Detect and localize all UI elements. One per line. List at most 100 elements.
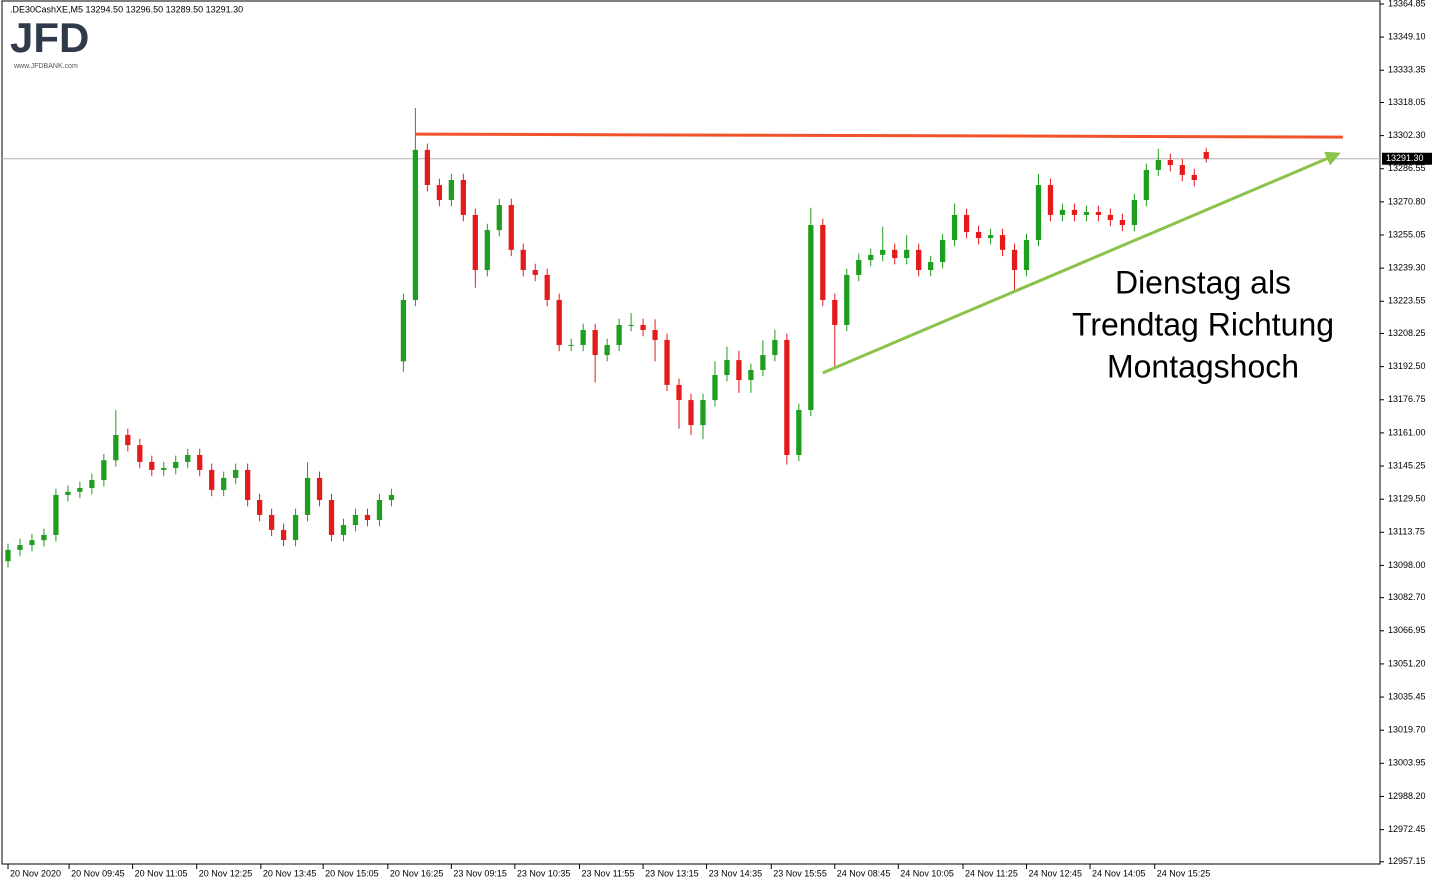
candle-body [640, 324, 646, 331]
candle-body [53, 494, 59, 535]
candle-body [233, 469, 239, 478]
y-tick-label: 13223.55 [1388, 296, 1426, 306]
x-tick-label: 20 Nov 2020 [10, 868, 61, 878]
candle-body [1131, 199, 1137, 226]
candle-body [880, 249, 886, 255]
candle-body [436, 185, 443, 200]
candle-body [113, 434, 119, 461]
y-tick-label: 13239.30 [1388, 263, 1426, 273]
candle-body [185, 454, 191, 462]
candle-body [484, 230, 490, 271]
y-tick-label: 12972.45 [1388, 824, 1426, 834]
candle-body [1023, 239, 1030, 271]
candle-body [173, 461, 179, 469]
candle-body [412, 149, 419, 300]
candle-body [256, 500, 263, 515]
candle-body [328, 500, 335, 535]
x-tick-label: 24 Nov 15:25 [1157, 868, 1211, 878]
candle-body [1047, 185, 1054, 215]
y-tick-label: 13255.05 [1388, 229, 1426, 239]
y-tick-label: 13051.20 [1388, 658, 1426, 668]
candle-body [939, 239, 946, 263]
candle-body [604, 344, 610, 356]
y-tick-label: 13145.25 [1388, 460, 1426, 470]
candle-body [268, 514, 275, 530]
trend-arrow [822, 151, 1341, 375]
candle-body [916, 249, 922, 271]
candle-body [496, 205, 502, 231]
candle-body [760, 355, 766, 370]
x-tick-label: 24 Nov 11:25 [965, 868, 1018, 878]
candle-body [17, 545, 23, 550]
y-tick-label: 13286.55 [1388, 163, 1426, 173]
candle-body [520, 249, 526, 271]
logo: JFD [10, 14, 89, 61]
x-tick-label: 23 Nov 15:55 [773, 868, 827, 878]
candle-body [928, 262, 934, 271]
annotation-line: Montagshoch [1107, 348, 1299, 384]
candle-body [125, 434, 131, 446]
candle-body [904, 249, 910, 259]
x-tick-label: 20 Nov 11:05 [135, 868, 188, 878]
candle-body [1011, 249, 1018, 271]
candle-body [388, 494, 395, 501]
candle-body [1167, 160, 1173, 166]
annotation-line: Dienstag als [1115, 264, 1291, 300]
candle-body [376, 500, 383, 520]
candle-body [856, 259, 862, 275]
candle-body [544, 274, 550, 300]
candle-body [616, 324, 622, 345]
candle-body [748, 369, 754, 381]
candle-body [892, 249, 898, 259]
candle-body [736, 360, 742, 381]
candle-body [77, 488, 83, 492]
candle-body [592, 330, 598, 356]
candle-body [1179, 165, 1185, 175]
candle-body [424, 149, 431, 186]
y-tick-label: 13176.75 [1388, 394, 1426, 404]
candle-body [400, 299, 407, 362]
candle-body [65, 491, 71, 495]
last-price-box [1382, 152, 1432, 165]
candle-body [1107, 214, 1114, 220]
x-tick-label: 20 Nov 15:05 [325, 868, 379, 878]
candle-body [556, 299, 562, 345]
candle-body [29, 540, 35, 546]
candle-body [161, 468, 167, 470]
y-tick-label: 12988.20 [1388, 791, 1426, 801]
candle-body [508, 205, 514, 250]
candle-body [472, 214, 478, 271]
candle-body [951, 214, 958, 240]
candle-body [844, 274, 850, 325]
candle-body [1191, 174, 1197, 180]
y-tick-label: 13318.05 [1388, 97, 1426, 107]
candle-body [149, 461, 155, 470]
candle-body [832, 299, 838, 325]
candle-body [89, 480, 95, 489]
y-tick-label: 13270.80 [1388, 196, 1426, 206]
x-tick-label: 20 Nov 13:45 [263, 868, 317, 878]
y-tick-label: 13113.75 [1388, 527, 1425, 537]
candle-body [808, 225, 814, 410]
candle-body [1083, 211, 1090, 215]
candle-body [41, 534, 47, 541]
candle-body [448, 179, 454, 200]
candle-body [292, 514, 299, 540]
x-tick-label: 23 Nov 11:55 [582, 868, 635, 878]
candle-body [316, 477, 323, 501]
x-tick-label: 24 Nov 10:05 [900, 868, 954, 878]
y-tick-label: 13098.00 [1388, 560, 1426, 570]
header-text: .DE30CashXE,M5 13294.50 13296.50 13289.5… [10, 4, 243, 14]
logo-url: www.JFDBANK.com [13, 63, 78, 70]
candle-body [352, 514, 359, 526]
candle-body [568, 344, 574, 346]
candle-body [796, 409, 802, 455]
y-tick-label: 13082.70 [1388, 592, 1426, 602]
y-tick-label: 13349.10 [1388, 32, 1426, 42]
y-tick-label: 13019.70 [1388, 725, 1426, 735]
candle-body [1071, 209, 1078, 215]
x-tick-label: 23 Nov 09:15 [453, 868, 507, 878]
candle-body [652, 330, 658, 340]
y-tick-label: 13302.30 [1388, 130, 1426, 140]
